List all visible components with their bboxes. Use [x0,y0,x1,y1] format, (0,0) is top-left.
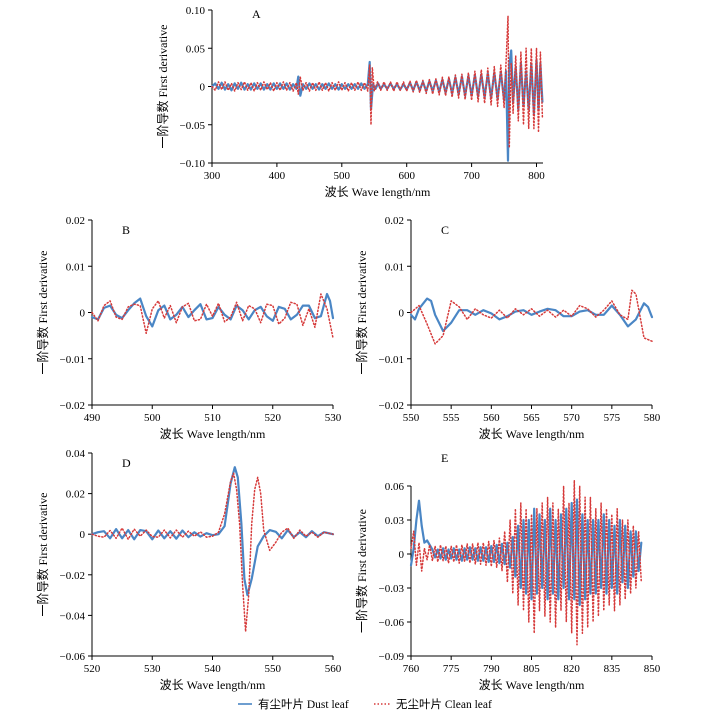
panel-a-x-axis-title: 波长 Wave length/nm [325,185,431,199]
panel-e-x-tick-label: 850 [644,663,661,675]
panel-e-y-tick-label: −0.06 [379,617,405,629]
panel-b-x-tick-label: 520 [265,412,282,424]
panel-b-x-tick-label: 530 [325,412,342,424]
panel-d-y-axis-title: 一阶导数 First derivative [35,493,50,617]
panel-b-y-tick-label: 0 [80,308,86,320]
panel-e-x-axis-title: 波长 Wave length/nm [479,678,585,692]
panel-a-y-tick-label: 0 [200,82,206,94]
panel-e-y-tick-label: −0.03 [379,583,405,595]
panel-e-y-tick-label: 0.06 [385,481,405,493]
panel-d-y-tick-label: 0.02 [66,489,85,501]
panel-e-x-tick-label: 835 [604,663,621,675]
panel-c-y-tick-label: −0.01 [379,354,404,366]
panel-d-y-tick-label: −0.02 [60,570,85,582]
panel-a-y-tick-label: −0.05 [180,120,206,132]
panel-e-clean-leaf-line [410,479,643,646]
panel-e-x-tick-label: 820 [563,663,580,675]
panel-b-dust-leaf-line [90,292,335,328]
panel-c-x-axis-title: 波长 Wave length/nm [479,427,585,441]
panel-a-clean-leaf-line [211,15,544,149]
panel-c-x-tick-label: 565 [523,412,540,424]
panel-d-letter: D [122,456,131,470]
panel-b-y-tick-label: 0.02 [66,215,85,227]
panel-b-x-tick-label: 510 [204,412,221,424]
panel-a-x-tick-label: 300 [204,170,221,182]
panel-e-x-tick-label: 775 [443,663,460,675]
panel-d-y-tick-label: −0.06 [60,651,86,663]
panel-c-x-tick-label: 570 [563,412,580,424]
panel-d-x-tick-label: 550 [265,663,282,675]
panel-d-x-tick-label: 530 [144,663,161,675]
panel-c-x-tick-label: 575 [604,412,621,424]
panel-e-y-axis-title: 一阶导数 First derivative [354,509,369,633]
panel-b-y-tick-label: −0.01 [60,354,85,366]
panel-b-clean-leaf-line [91,293,334,339]
panel-c-y-tick-label: 0.02 [385,215,404,227]
panel-d-x-tick-label: 560 [325,663,342,675]
panel-b-y-axis-title: 一阶导数 First derivative [35,251,50,375]
panel-d-clean-leaf-line [91,472,334,633]
panel-c-y-axis-title: 一阶导数 First derivative [354,251,369,375]
panel-b-x-tick-label: 500 [144,412,161,424]
panel-e-x-tick-label: 790 [483,663,500,675]
panel-c-x-tick-label: 560 [483,412,500,424]
panel-c-y-tick-label: 0.01 [385,261,404,273]
panel-e: −0.09 −0.06 −0.03 0 0.03 0.06 760 775 790 805 820 8… [354,451,661,692]
panel-d-x-tick-label: 540 [204,663,221,675]
panel-d-y-tick-label: 0.04 [66,448,86,460]
panel-c-y-tick-label: 0 [399,308,405,320]
panel-e-dust-leaf-line [409,498,643,607]
panel-e-y-tick-label: −0.09 [379,651,405,663]
panel-c-x-tick-label: 555 [443,412,460,424]
panel-c: −0.02 −0.01 0 0.01 0.02 550 555 560 565 570 575 580… [354,215,661,441]
panel-c-x-tick-label: 580 [644,412,661,424]
panel-a-y-tick-label: 0.05 [186,43,206,55]
panel-c-x-tick-label: 550 [403,412,420,424]
panel-b: −0.02 −0.01 0 0.01 0.02 490 500 510 520 530 波长 Wav… [35,215,342,441]
panel-a-x-tick-label: 800 [528,170,545,182]
panel-a-x-tick-label: 600 [398,170,415,182]
panel-d-x-axis-title: 波长 Wave length/nm [160,678,266,692]
panel-b-x-tick-label: 490 [84,412,101,424]
panel-a-y-axis-title: 一阶导数 First derivative [155,25,170,149]
panel-a-y-tick-label: 0.10 [186,5,206,17]
panel-a-x-tick-label: 500 [334,170,351,182]
panel-c-y-tick-label: −0.02 [379,400,404,412]
panel-e-y-tick-label: 0.03 [385,515,405,527]
panel-a: −0.10 −0.05 0 0.05 0.10 300 400 500 600 700 800 波长 … [155,5,545,199]
panel-b-x-axis-title: 波长 Wave length/nm [160,427,266,441]
panel-d: −0.06 −0.04 −0.02 0 0.02 0.04 520 530 540 550 560 波… [35,448,342,692]
panel-d-dust-leaf-line [90,466,335,597]
panel-e-x-tick-label: 760 [403,663,420,675]
panel-b-y-tick-label: 0.01 [66,261,85,273]
panel-c-letter: C [441,223,449,237]
panel-d-y-tick-label: −0.04 [60,610,86,622]
panel-a-x-tick-label: 400 [269,170,286,182]
legend-clean-label: 无尘叶片 Clean leaf [396,698,492,711]
panel-a-letter: A [252,7,261,21]
panel-e-y-tick-label: 0 [399,549,405,561]
panel-e-letter: E [441,451,448,465]
panel-c-clean-leaf-line [410,289,653,345]
panel-a-x-tick-label: 700 [463,170,480,182]
panel-a-y-tick-label: −0.10 [180,158,206,170]
panels-group: −0.10 −0.05 0 0.05 0.10 300 400 500 600 700 800 波长 … [35,5,661,692]
legend: 有尘叶片 Dust leaf 无尘叶片 Clean leaf [238,697,492,711]
panel-d-x-tick-label: 520 [84,663,101,675]
legend-dust-label: 有尘叶片 Dust leaf [258,697,349,711]
panel-b-y-tick-label: −0.02 [60,400,85,412]
panel-b-letter: B [122,223,130,237]
panel-e-x-tick-label: 805 [523,663,540,675]
panel-d-y-tick-label: 0 [80,529,86,541]
